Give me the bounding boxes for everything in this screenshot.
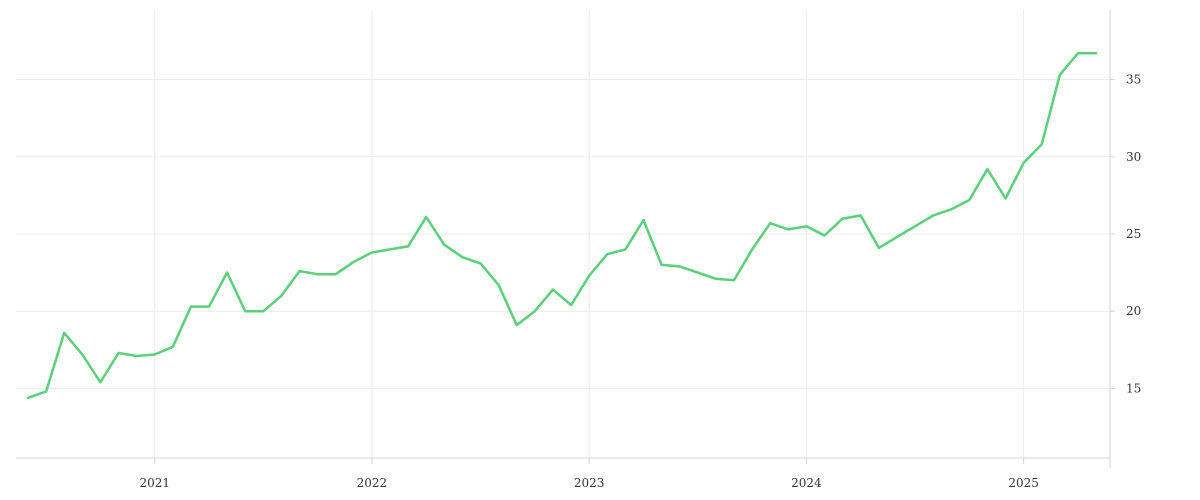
y-tick-label: 35	[1126, 73, 1141, 87]
data-point	[968, 199, 970, 201]
data-point	[733, 279, 735, 281]
data-point	[697, 271, 699, 273]
data-point	[1095, 52, 1097, 54]
data-point	[1041, 143, 1043, 145]
data-point	[878, 247, 880, 249]
data-point	[280, 295, 282, 297]
data-point	[823, 234, 825, 236]
data-point	[787, 228, 789, 230]
data-point	[552, 288, 554, 290]
data-point	[715, 278, 717, 280]
data-point	[262, 310, 264, 312]
data-point	[335, 273, 337, 275]
data-point	[154, 353, 156, 355]
series-layer	[26, 52, 1098, 400]
data-point	[226, 271, 228, 273]
x-tick-label: 2022	[357, 476, 388, 490]
data-point	[769, 222, 771, 224]
data-point	[389, 248, 391, 250]
data-point	[244, 310, 246, 312]
x-tick-label: 2025	[1008, 476, 1039, 490]
data-point	[950, 208, 952, 210]
data-point	[1059, 74, 1061, 76]
axes	[16, 10, 1115, 468]
data-point	[516, 324, 518, 326]
data-point	[1022, 162, 1024, 164]
data-point	[443, 244, 445, 246]
data-point	[81, 353, 83, 355]
data-point	[99, 381, 101, 383]
data-point	[932, 214, 934, 216]
data-point	[1004, 197, 1006, 199]
data-point	[1077, 52, 1079, 54]
data-point	[860, 214, 862, 216]
data-point	[679, 265, 681, 267]
data-point	[479, 262, 481, 264]
data-point	[588, 275, 590, 277]
x-tick-label: 2021	[139, 476, 170, 490]
data-point	[208, 305, 210, 307]
x-tick-label: 2023	[574, 476, 605, 490]
data-point	[45, 390, 47, 392]
data-point	[298, 270, 300, 272]
data-point	[27, 397, 29, 399]
data-point	[407, 245, 409, 247]
data-point	[660, 264, 662, 266]
data-point	[896, 236, 898, 238]
data-point	[353, 261, 355, 263]
data-point	[805, 225, 807, 227]
gridlines	[16, 10, 1110, 458]
data-point	[914, 225, 916, 227]
data-point	[371, 251, 373, 253]
data-point	[190, 305, 192, 307]
data-point	[316, 273, 318, 275]
y-tick-label: 25	[1126, 227, 1141, 241]
data-point	[841, 217, 843, 219]
y-tick-label: 15	[1126, 381, 1141, 395]
data-point	[751, 248, 753, 250]
y-tick-label: 20	[1126, 304, 1141, 318]
data-point	[63, 332, 65, 334]
data-point	[570, 304, 572, 306]
data-point	[606, 253, 608, 255]
data-point	[497, 284, 499, 286]
data-point	[172, 346, 174, 348]
x-tick-label: 2024	[791, 476, 822, 490]
data-point	[461, 256, 463, 258]
data-point	[986, 168, 988, 170]
data-point	[135, 355, 137, 357]
data-point	[624, 248, 626, 250]
data-point	[425, 216, 427, 218]
data-point	[534, 310, 536, 312]
data-point	[117, 352, 119, 354]
data-point	[642, 219, 644, 221]
y-tick-label: 30	[1126, 150, 1141, 164]
series-line	[26, 52, 1098, 400]
